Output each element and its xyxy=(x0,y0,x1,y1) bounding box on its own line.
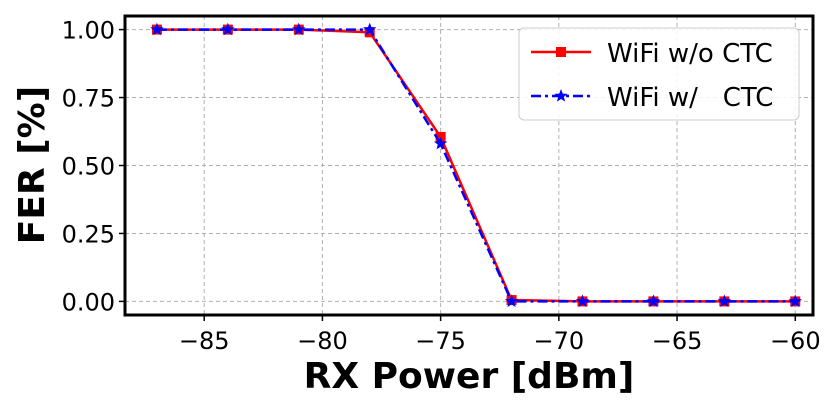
legend-marker xyxy=(554,89,568,102)
data-point xyxy=(717,294,731,308)
data-point xyxy=(575,294,590,308)
y-tick-label: 0.75 xyxy=(62,85,115,113)
legend-marker xyxy=(556,47,566,57)
y-tick-label: 1.00 xyxy=(62,17,115,45)
x-axis-label: RX Power [dBm] xyxy=(304,356,635,397)
x-tick-label: −75 xyxy=(415,327,466,355)
x-tick-label: −65 xyxy=(652,327,703,355)
data-point xyxy=(363,22,377,36)
data-point xyxy=(150,22,164,36)
x-tick-label: −85 xyxy=(179,327,230,355)
series-line xyxy=(156,28,796,303)
x-tick-label: −70 xyxy=(534,327,585,355)
y-tick-label: 0.00 xyxy=(62,288,115,316)
y-axis-label: FER [%] xyxy=(12,86,53,244)
data-point xyxy=(292,22,306,36)
legend-label: WiFi w/o CTC xyxy=(607,39,773,69)
legend: WiFi w/o CTC WiFi w/ CTC xyxy=(518,27,800,121)
data-point xyxy=(433,136,448,150)
x-tick-label: −60 xyxy=(770,327,821,355)
data-point xyxy=(221,22,235,36)
legend-label: WiFi w/ CTC xyxy=(607,83,773,113)
x-tick-label: −80 xyxy=(297,327,348,355)
y-tick-label: 0.50 xyxy=(62,153,115,181)
data-point xyxy=(788,294,802,308)
series-group xyxy=(150,22,802,308)
y-tick-label: 0.25 xyxy=(62,220,115,248)
ticks: −85 −80 −75 −70 −65 −60 0.00 0.25 0.50 0.75 1.00 xyxy=(62,17,821,355)
data-point xyxy=(646,294,661,308)
series-1 xyxy=(150,22,802,308)
data-point xyxy=(504,294,519,308)
